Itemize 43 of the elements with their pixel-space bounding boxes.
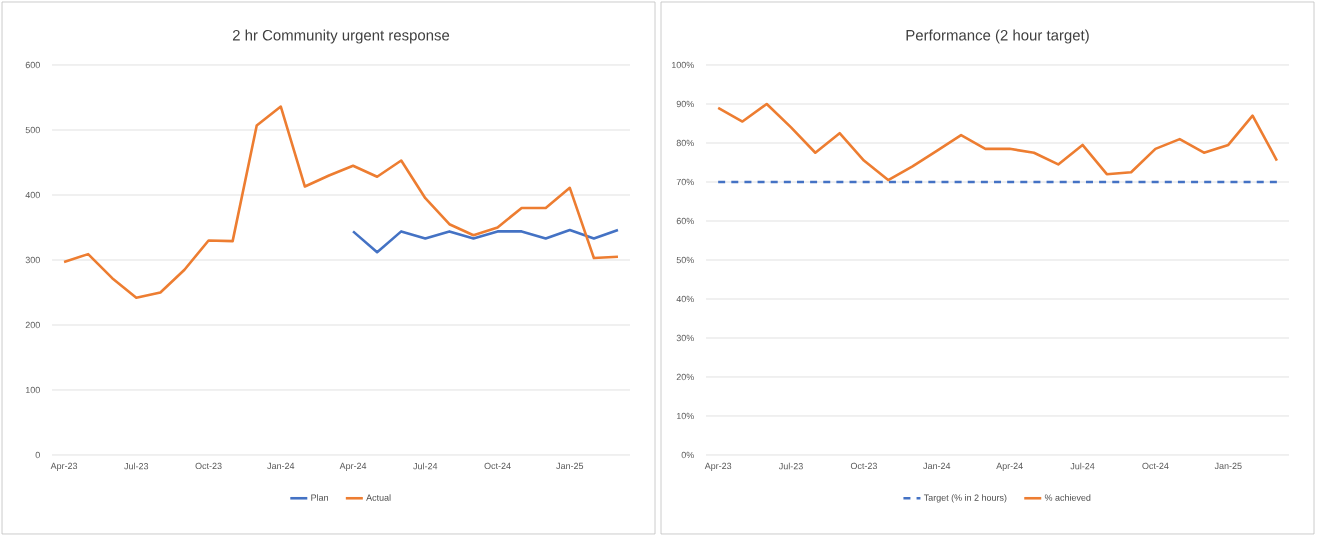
y-tick-label: 0% <box>681 451 694 459</box>
y-tick-label: 30% <box>676 334 694 342</box>
x-tick-label: Oct-24 <box>484 462 511 470</box>
x-tick-label: Apr-23 <box>704 462 732 471</box>
y-tick-label: 100 <box>25 386 40 394</box>
x-tick-label: Apr-23 <box>50 462 78 471</box>
y-tick-label: 20% <box>676 373 694 381</box>
y-tick-label: 200 <box>25 321 40 329</box>
x-tick-label: Jan-24 <box>267 462 295 470</box>
y-tick-label: 80% <box>676 139 694 147</box>
x-tick-label: Oct-24 <box>1142 462 1169 470</box>
legend-label: Target (% in 2 hours) <box>923 494 1007 503</box>
y-tick-label: 70% <box>676 178 694 186</box>
y-tick-label: 400 <box>25 191 40 199</box>
y-tick-label: 50% <box>676 256 694 264</box>
x-tick-label: Apr-24 <box>996 462 1023 471</box>
legend-label: Actual <box>366 494 391 501</box>
y-tick-label: 0 <box>35 451 40 459</box>
x-tick-label: Jan-24 <box>923 462 951 470</box>
x-tick-label: Oct-23 <box>195 462 222 470</box>
y-tick-label: 60% <box>676 217 694 225</box>
line-series <box>351 228 620 254</box>
y-tick-label: 500 <box>25 126 40 134</box>
x-tick-label: Apr-24 <box>339 462 367 471</box>
x-tick-label: Jul-23 <box>124 462 149 470</box>
y-tick-label: 90% <box>676 100 694 108</box>
x-tick-label: Jul-24 <box>413 462 438 470</box>
x-tick-label: Jan-25 <box>1214 462 1242 470</box>
legend-label: Plan <box>311 494 328 501</box>
y-tick-label: 10% <box>676 412 694 420</box>
y-tick-label: 600 <box>25 61 40 69</box>
chart-title: 2 hr Community urgent response <box>232 29 450 44</box>
x-tick-label: Oct-23 <box>850 462 877 470</box>
line-series <box>62 105 620 299</box>
x-tick-label: Jul-24 <box>1070 462 1095 470</box>
legend-label: % achieved <box>1044 494 1091 501</box>
y-tick-label: 100% <box>672 61 694 69</box>
x-tick-label: Jan-25 <box>556 462 584 470</box>
chart-title: Performance (2 hour target) <box>906 29 1089 44</box>
y-tick-label: 300 <box>25 256 40 264</box>
x-tick-label: Jul-23 <box>778 462 803 470</box>
y-tick-label: 40% <box>676 295 694 303</box>
line-series <box>716 102 1279 182</box>
